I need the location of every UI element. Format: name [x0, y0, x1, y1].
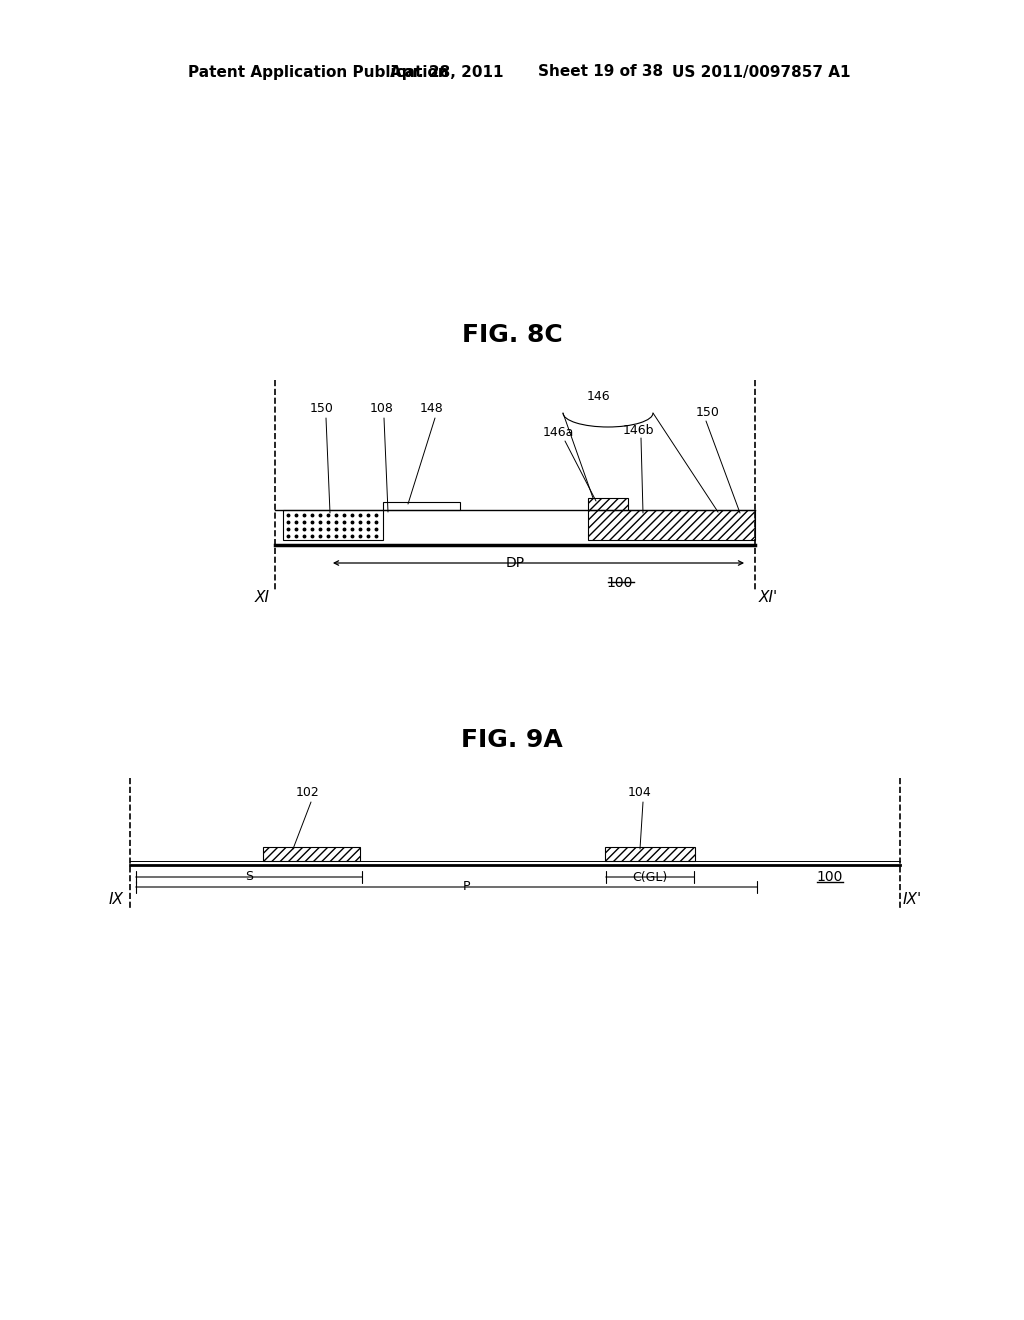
- Text: XI': XI': [759, 590, 777, 606]
- Text: 150: 150: [696, 407, 720, 420]
- Text: DP: DP: [506, 556, 524, 570]
- Text: XI: XI: [255, 590, 269, 606]
- Text: IX': IX': [902, 892, 922, 908]
- Text: 150: 150: [310, 401, 334, 414]
- Text: P: P: [463, 880, 470, 894]
- Text: 146: 146: [586, 389, 610, 403]
- Text: Patent Application Publication: Patent Application Publication: [188, 65, 449, 79]
- Text: US 2011/0097857 A1: US 2011/0097857 A1: [672, 65, 851, 79]
- Bar: [383, 502, 460, 510]
- Text: 104: 104: [628, 787, 652, 800]
- Bar: [283, 510, 383, 540]
- Text: IX: IX: [109, 892, 124, 908]
- Text: 146a: 146a: [543, 426, 573, 440]
- Text: 148: 148: [420, 401, 443, 414]
- Text: 146b: 146b: [623, 424, 653, 437]
- Text: 108: 108: [370, 401, 394, 414]
- Bar: [588, 510, 755, 540]
- Text: 102: 102: [296, 787, 319, 800]
- Text: FIG. 9A: FIG. 9A: [461, 729, 563, 752]
- Bar: [263, 847, 360, 861]
- Text: Sheet 19 of 38: Sheet 19 of 38: [538, 65, 664, 79]
- Text: S: S: [245, 870, 253, 883]
- Bar: [588, 498, 628, 510]
- Text: 100: 100: [607, 576, 633, 590]
- Text: C(GL): C(GL): [633, 870, 668, 883]
- Text: 100: 100: [817, 870, 843, 884]
- Bar: [605, 847, 695, 861]
- Text: FIG. 8C: FIG. 8C: [462, 323, 562, 347]
- Text: Apr. 28, 2011: Apr. 28, 2011: [390, 65, 504, 79]
